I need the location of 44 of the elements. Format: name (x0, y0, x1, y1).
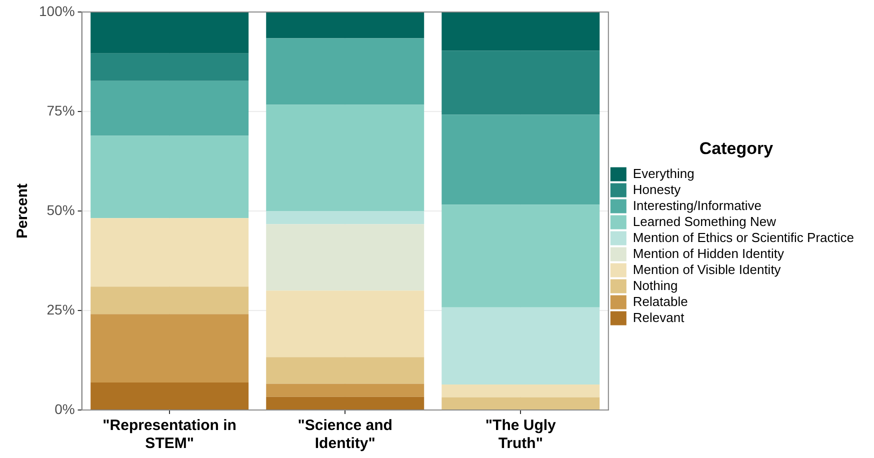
bar (90, 53, 249, 81)
bar (90, 80, 249, 136)
bar (90, 382, 249, 410)
bar (442, 50, 600, 115)
legend-label: Learned Something New (632, 214, 777, 229)
bar (266, 104, 424, 211)
legend-label: Mention of Ethics or Scientific Practice (632, 230, 854, 245)
bar (442, 204, 600, 308)
legend-label: Relevant (632, 310, 685, 325)
y-axis-title: Percent (14, 183, 32, 239)
legend-label: Mention of Visible Identity (632, 262, 782, 277)
bar (90, 12, 249, 54)
bar (90, 314, 249, 383)
y-tick-label: 25% (46, 301, 75, 318)
bar (442, 384, 600, 398)
y-tick-label: 100% (38, 2, 75, 19)
legend-label: Mention of Hidden Identity (632, 246, 784, 261)
legend-label: Honesty (632, 182, 682, 197)
bar (266, 224, 424, 291)
bar (266, 357, 424, 384)
bar (442, 397, 600, 410)
x-tick-label: "Science and Identity" (298, 417, 392, 452)
y-tick-label: 75% (46, 102, 75, 118)
bar (90, 286, 249, 314)
bar (442, 12, 600, 51)
legend-label: Interesting/Informative (632, 198, 762, 213)
bar (90, 218, 249, 287)
y-tick-label: 50% (46, 202, 75, 218)
bar (442, 114, 600, 205)
legend-title: Category (699, 138, 774, 158)
bar (266, 211, 424, 224)
bar (266, 12, 424, 38)
bar (90, 136, 249, 218)
x-tick-label: "The Ugly Truth" (485, 417, 557, 452)
y-tick-label: 0% (54, 400, 75, 417)
legend-label: Everything (632, 166, 694, 181)
bar (266, 38, 424, 105)
bar (266, 290, 424, 358)
bar (266, 384, 424, 397)
bar (442, 307, 600, 385)
x-tick-label: "Representation in STEM" (102, 417, 236, 452)
legend-label: Relatable (632, 294, 688, 309)
legend-label: Nothing (632, 278, 678, 293)
bar (266, 396, 424, 410)
